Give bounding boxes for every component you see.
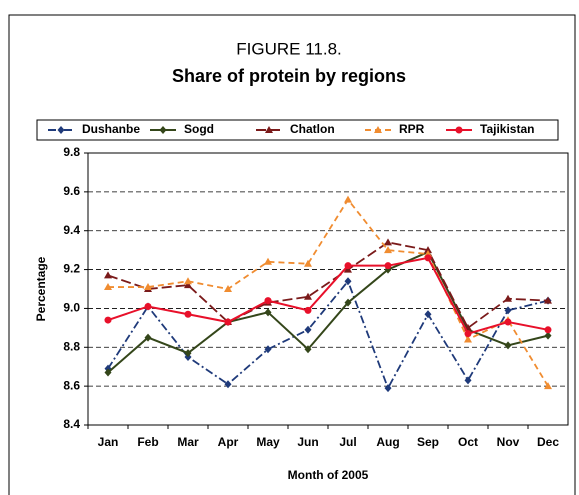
y-tick-label: 9.0 <box>63 301 80 315</box>
y-tick-label: 8.6 <box>63 378 80 392</box>
x-tick-label: Jan <box>98 435 119 449</box>
marker <box>57 126 65 134</box>
y-tick-label: 9.4 <box>63 223 80 237</box>
marker <box>544 382 552 390</box>
marker <box>424 310 432 319</box>
legend-label: Tajikistan <box>480 122 534 136</box>
marker <box>104 283 112 291</box>
marker <box>504 294 512 302</box>
x-tick-label: Mar <box>177 435 199 449</box>
marker <box>544 296 552 304</box>
marker <box>184 277 192 285</box>
x-tick-label: Feb <box>137 435 158 449</box>
marker <box>104 271 112 279</box>
marker <box>264 345 272 354</box>
y-axis-label: Percentage <box>34 256 48 321</box>
marker <box>384 262 392 270</box>
legend-label: Sogd <box>184 122 214 136</box>
frame <box>8 14 576 495</box>
y-tick-label: 8.8 <box>63 339 80 353</box>
marker <box>144 283 152 291</box>
marker <box>304 259 312 267</box>
marker <box>374 126 382 133</box>
legend-label: Chatlon <box>290 122 335 136</box>
x-axis-label: Month of 2005 <box>288 468 369 482</box>
marker <box>384 246 392 254</box>
marker <box>344 262 352 270</box>
x-tick-label: Nov <box>497 435 520 449</box>
marker <box>504 318 512 326</box>
marker <box>304 345 312 354</box>
marker <box>384 384 392 393</box>
legend <box>36 119 559 141</box>
marker <box>144 333 152 342</box>
x-tick-label: Jun <box>297 435 318 449</box>
marker <box>104 316 112 324</box>
y-tick-label: 8.4 <box>63 417 80 431</box>
y-tick-label: 9.8 <box>63 145 80 159</box>
x-tick-label: Aug <box>376 435 399 449</box>
marker <box>224 285 232 292</box>
marker <box>464 335 472 343</box>
y-tick-label: 9.2 <box>63 262 80 276</box>
marker <box>144 302 152 310</box>
marker <box>184 349 192 358</box>
marker <box>344 277 352 286</box>
marker <box>104 368 112 377</box>
marker <box>464 376 472 385</box>
marker <box>264 297 272 305</box>
marker <box>159 126 167 134</box>
x-tick-label: May <box>256 435 280 449</box>
marker <box>384 238 392 246</box>
x-tick-label: Sep <box>417 435 439 449</box>
marker <box>304 292 312 300</box>
marker <box>344 195 352 203</box>
marker <box>544 331 552 340</box>
legend-label: RPR <box>399 122 425 136</box>
marker <box>184 281 192 289</box>
marker <box>504 306 512 315</box>
chart-title: FIGURE 11.8. <box>236 39 342 58</box>
marker <box>464 330 472 338</box>
x-tick-label: Apr <box>218 435 239 449</box>
marker <box>544 326 552 334</box>
series-line <box>108 198 549 387</box>
marker <box>184 310 192 318</box>
marker <box>224 318 232 326</box>
marker <box>264 308 272 317</box>
series-line <box>107 241 549 330</box>
marker <box>504 341 512 350</box>
marker <box>424 246 432 254</box>
marker <box>264 257 272 265</box>
x-tick-label: Dec <box>537 435 559 449</box>
marker <box>304 306 312 314</box>
series-line <box>107 256 549 335</box>
legend-label: Dushanbe <box>82 122 140 136</box>
y-tick-label: 9.6 <box>63 184 80 198</box>
marker <box>265 126 273 133</box>
x-tick-label: Oct <box>458 435 478 449</box>
chart-subtitle: Share of protein by regions <box>172 66 406 86</box>
x-tick-label: Jul <box>339 435 356 449</box>
marker <box>344 298 352 307</box>
marker <box>304 325 312 334</box>
series-line <box>107 279 549 391</box>
marker <box>424 254 432 262</box>
marker <box>455 126 463 134</box>
marker <box>224 380 232 389</box>
